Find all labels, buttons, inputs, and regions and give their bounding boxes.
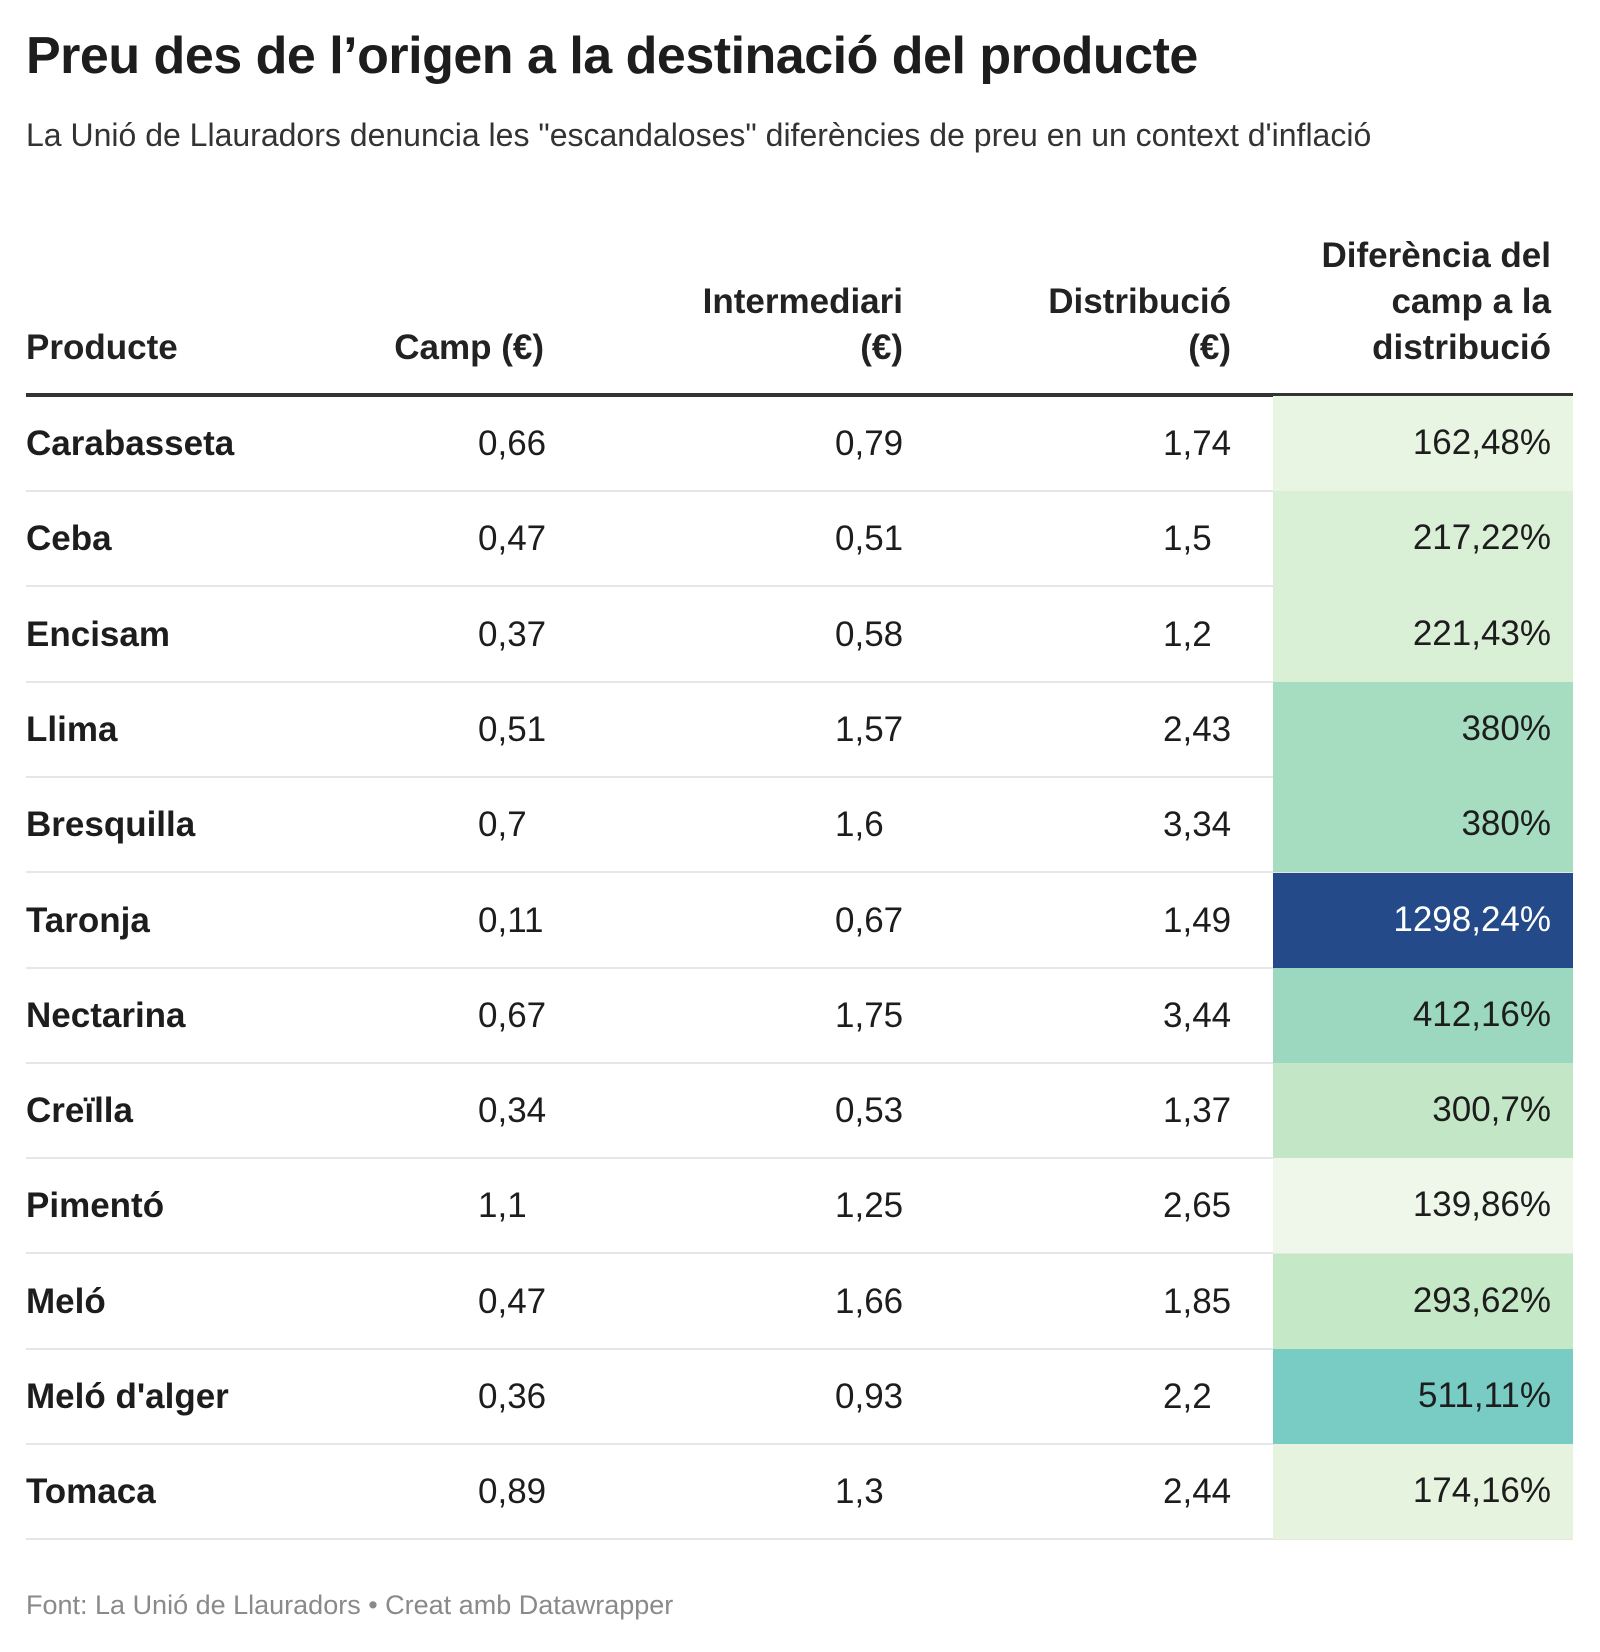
table-row: Llima 0,51 1,57 2,43 380%: [26, 681, 1573, 778]
product-cell: Ceba: [26, 519, 112, 559]
diferencia-cell: 139,86%: [1273, 1158, 1573, 1254]
table-row: Creïlla 0,34 0,53 1,37 300,7%: [26, 1063, 1573, 1160]
product-cell: Tomaca: [26, 1472, 156, 1512]
intermediari-cell: 0,53: [835, 1091, 904, 1131]
intermediari-cell: 0,58: [835, 614, 904, 654]
distribucio-cell: 1,49: [1163, 900, 1232, 940]
product-cell: Nectarina: [26, 995, 186, 1035]
product-cell: Meló: [26, 1281, 106, 1321]
diferencia-cell: 221,43%: [1273, 586, 1573, 682]
camp-cell: 0,47: [478, 1281, 547, 1321]
diferencia-cell: 511,11%: [1273, 1349, 1573, 1444]
camp-cell: 0,66: [478, 424, 547, 463]
chart-title: Preu des de l’origen a la destinació del…: [26, 27, 1198, 85]
diferencia-cell: 174,16%: [1273, 1444, 1573, 1540]
header-producte: Producte: [26, 328, 178, 367]
table-row: Encisam 0,37 0,58 1,2 221,43%: [26, 586, 1573, 683]
distribucio-cell: 1,74: [1163, 424, 1232, 463]
camp-cell: 0,89: [478, 1472, 547, 1512]
distribucio-cell: 1,5: [1163, 519, 1212, 559]
product-cell: Carabasseta: [26, 424, 235, 463]
diferencia-cell: 217,22%: [1273, 491, 1573, 587]
camp-cell: 0,37: [478, 614, 547, 654]
product-cell: Pimentó: [26, 1186, 165, 1226]
product-cell: Meló d'alger: [26, 1377, 229, 1416]
source-footer: Font: La Unió de Llauradors • Creat amb …: [26, 1590, 674, 1620]
table-row: Taronja 0,11 0,67 1,49 1298,24%: [26, 872, 1573, 969]
table-row: Meló d'alger 0,36 0,93 2,2 511,11%: [26, 1349, 1573, 1445]
diferencia-cell: 412,16%: [1273, 967, 1573, 1063]
camp-cell: 0,51: [478, 709, 547, 749]
camp-cell: 0,11: [478, 900, 544, 940]
intermediari-cell: 0,67: [835, 900, 904, 940]
diferencia-cell: 162,48%: [1273, 396, 1573, 491]
intermediari-cell: 0,79: [835, 424, 904, 463]
header-diferencia: Diferència del camp a la distribució: [1321, 236, 1551, 367]
intermediari-cell: 1,57: [835, 709, 904, 749]
intermediari-cell: 1,25: [835, 1186, 904, 1226]
camp-cell: 1,1: [478, 1186, 527, 1226]
camp-cell: 0,34: [478, 1091, 547, 1131]
table-row: Tomaca 0,89 1,3 2,44 174,16%: [26, 1444, 1573, 1541]
chart-subtitle: La Unió de Llauradors denuncia les "esca…: [26, 117, 1372, 153]
distribucio-cell: 1,2: [1163, 614, 1212, 654]
distribucio-cell: 3,34: [1163, 805, 1232, 845]
header-intermediari: Intermediari (€): [702, 282, 903, 367]
diferencia-cell: 1298,24%: [1273, 872, 1573, 968]
distribucio-cell: 1,37: [1163, 1091, 1232, 1131]
intermediari-cell: 1,3: [835, 1472, 884, 1512]
distribucio-cell: 2,43: [1163, 709, 1232, 749]
table-row: Pimentó 1,1 1,25 2,65 139,86%: [26, 1158, 1573, 1255]
camp-cell: 0,67: [478, 995, 547, 1035]
table-row: Bresquilla 0,7 1,6 3,34 380%: [26, 777, 1573, 874]
intermediari-cell: 1,6: [835, 805, 884, 845]
distribucio-cell: 3,44: [1163, 995, 1232, 1035]
intermediari-cell: 1,75: [835, 995, 904, 1035]
distribucio-cell: 1,85: [1163, 1281, 1232, 1321]
camp-cell: 0,47: [478, 519, 547, 559]
intermediari-cell: 0,51: [835, 519, 904, 559]
product-cell: Bresquilla: [26, 805, 196, 845]
product-cell: Llima: [26, 709, 118, 749]
product-cell: Encisam: [26, 614, 170, 654]
camp-cell: 0,36: [478, 1377, 547, 1416]
table-row: Meló 0,47 1,66 1,85 293,62%: [26, 1253, 1573, 1350]
table-row: Nectarina 0,67 1,75 3,44 412,16%: [26, 967, 1573, 1064]
diferencia-cell: 293,62%: [1273, 1253, 1573, 1349]
product-cell: Taronja: [26, 900, 150, 940]
distribucio-cell: 2,2: [1163, 1377, 1212, 1416]
intermediari-cell: 1,66: [835, 1281, 904, 1321]
diferencia-cell: 300,7%: [1273, 1063, 1573, 1159]
product-cell: Creïlla: [26, 1091, 133, 1131]
table-row: Carabasseta 0,66 0,79 1,74 162,48%: [26, 396, 1573, 492]
intermediari-cell: 0,93: [835, 1377, 904, 1416]
header-distribucio: Distribució (€): [1048, 282, 1231, 367]
distribucio-cell: 2,65: [1163, 1186, 1232, 1226]
table-row: Ceba 0,47 0,51 1,5 217,22%: [26, 491, 1573, 588]
distribucio-cell: 2,44: [1163, 1472, 1232, 1512]
header-camp: Camp (€): [394, 328, 544, 367]
header-divider: [26, 393, 1573, 397]
diferencia-cell: 380%: [1273, 777, 1573, 873]
camp-cell: 0,7: [478, 805, 527, 845]
diferencia-cell: 380%: [1273, 681, 1573, 777]
